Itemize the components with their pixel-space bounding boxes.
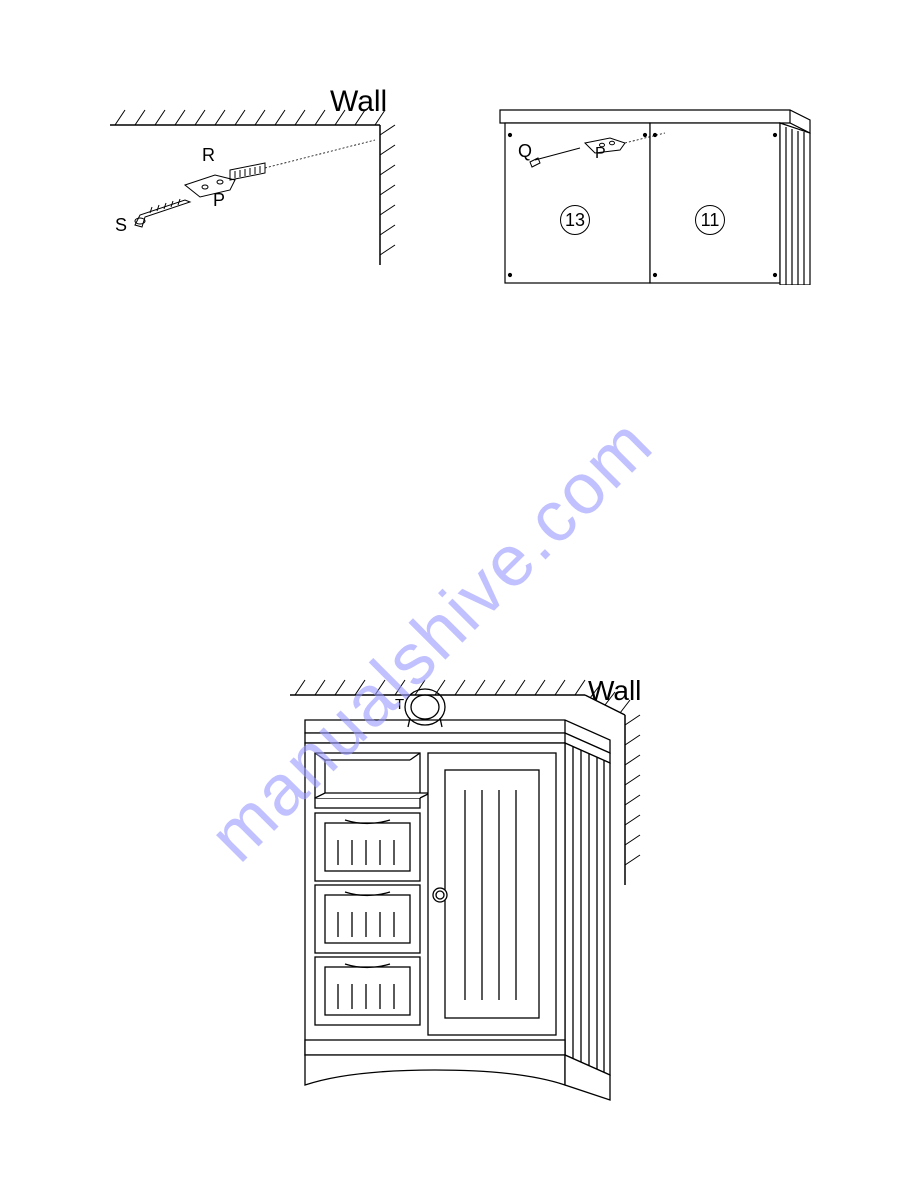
cabinet-back-diagram: Q P 13 11 [490, 85, 830, 285]
circle-11: 11 [695, 205, 725, 235]
label-q: Q [518, 141, 532, 162]
label-r: R [202, 145, 215, 166]
label-p-right: P [595, 145, 606, 163]
circle-13-text: 13 [565, 210, 585, 231]
label-p-left: P [213, 190, 225, 211]
label-t: T [395, 696, 404, 713]
cabinet-back-svg [490, 85, 830, 285]
wall-bracket-diagram: Wall R P S [100, 85, 420, 285]
wall-label-bottom: Wall [588, 675, 641, 707]
label-s: S [115, 215, 127, 236]
circle-13: 13 [560, 205, 590, 235]
cabinet-main-diagram: Wall T [230, 645, 710, 1125]
circle-11-text: 11 [701, 210, 720, 231]
wall-label-left: Wall [330, 85, 387, 119]
cabinet-main-svg [230, 645, 710, 1125]
